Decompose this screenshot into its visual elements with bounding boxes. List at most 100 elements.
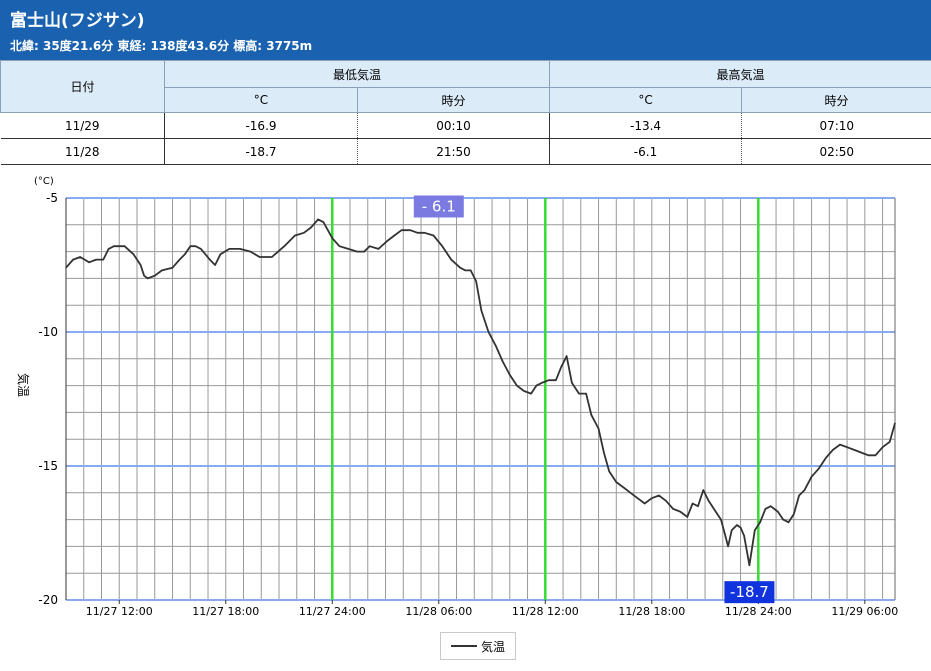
- series-point: [228, 248, 230, 250]
- series-point: [184, 253, 186, 255]
- row-min-value: -16.9: [164, 112, 358, 139]
- temperature-chart: -5 -10 -15 -20 (°C) 気温 11/27 12:00 11/27 18:00 1…: [16, 176, 898, 618]
- series-point: [672, 508, 674, 510]
- series-point: [881, 446, 884, 448]
- x-tick-label: 11/28 24:00: [725, 605, 792, 618]
- x-tick-label: 11/29 06:00: [831, 605, 898, 618]
- series-point: [132, 253, 135, 255]
- series-point: [209, 259, 211, 261]
- series-point: [770, 505, 772, 507]
- legend-label: 気温: [480, 639, 505, 654]
- series-point: [331, 237, 333, 239]
- table-row: 11/28 -18.7 21:50 -6.1 02:50: [0, 138, 931, 165]
- x-tick-label: 11/28 06:00: [405, 605, 472, 618]
- series-point: [723, 532, 726, 534]
- series-point: [585, 393, 587, 395]
- series-point: [874, 454, 877, 456]
- series-point: [686, 516, 688, 518]
- station-header: 富士山(フジサン) 北緯: 35度21.6分 東経: 138度43.6分 標高:…: [0, 0, 931, 60]
- series-point: [317, 218, 319, 221]
- annotation-max-label: - 6.1: [422, 197, 456, 215]
- row-max-time: 02:50: [741, 138, 931, 165]
- series-point: [759, 521, 761, 523]
- series-point: [139, 264, 142, 266]
- series-point: [665, 500, 667, 502]
- header-min-temp: 最低気温: [163, 60, 551, 88]
- series-point: [860, 452, 862, 454]
- x-tick-label: 11/28 12:00: [512, 605, 579, 618]
- station-coordinates: 北緯: 35度21.6分 東経: 138度43.6分 標高: 3775m: [10, 39, 313, 53]
- series-point: [787, 521, 790, 523]
- series-point: [179, 259, 181, 261]
- x-tick-label: 11/28 18:00: [618, 605, 685, 618]
- series-point: [731, 529, 733, 531]
- series-point: [494, 344, 497, 346]
- row-min-value: -18.7: [164, 138, 358, 165]
- series-point: [846, 446, 848, 448]
- annotation-max-box: [413, 195, 464, 218]
- header-max-unit: °C: [549, 87, 743, 113]
- station-title: 富士山(フジサン): [10, 11, 145, 31]
- series-point: [764, 508, 767, 510]
- series-point: [754, 529, 756, 531]
- series-point: [258, 256, 261, 258]
- series-point: [803, 489, 806, 491]
- series-point: [777, 510, 779, 513]
- series-point: [250, 251, 252, 253]
- series-point: [530, 393, 532, 395]
- series-point: [818, 468, 820, 470]
- x-tick-label: 11/27 12:00: [86, 605, 153, 618]
- series-point: [464, 269, 467, 271]
- series-point: [441, 245, 443, 247]
- series-point: [810, 476, 813, 478]
- series-point: [303, 232, 305, 234]
- series-point: [615, 481, 617, 483]
- series-point: [555, 379, 557, 381]
- series-point: [825, 457, 827, 459]
- y-tick-label: -10: [38, 325, 58, 339]
- series-point: [189, 245, 191, 247]
- series-point: [509, 374, 511, 376]
- series-point: [161, 269, 163, 271]
- series-point: [377, 248, 380, 250]
- series-point: [95, 259, 97, 261]
- plot-area: [66, 198, 895, 600]
- x-tick-label: 11/27 18:00: [192, 605, 259, 618]
- series-point: [679, 510, 681, 513]
- series-point: [102, 259, 104, 261]
- series-point: [736, 524, 738, 526]
- series-point: [113, 245, 115, 247]
- series-point: [590, 414, 593, 416]
- row-min-time: 21:50: [356, 138, 550, 165]
- series-point: [386, 240, 388, 242]
- chart-legend[interactable]: 気温: [440, 632, 516, 660]
- series-point: [560, 366, 562, 368]
- series-point: [214, 264, 216, 266]
- series-point: [644, 502, 646, 505]
- series-point: [708, 500, 710, 502]
- series-point: [798, 494, 800, 497]
- series-point: [363, 251, 365, 253]
- series-point: [470, 269, 472, 271]
- table-row: 11/29 -16.9 00:10 -13.4 07:10: [0, 112, 931, 139]
- series-point: [715, 510, 717, 513]
- series-point: [839, 443, 841, 446]
- temperature-summary-table: 日付 最低気温 最高気温 °C 時分 °C 時分 11/29 -16.9 00:…: [0, 60, 931, 165]
- row-date: 11/28: [0, 138, 165, 165]
- y-unit-label: (°C): [34, 176, 54, 187]
- series-point: [423, 232, 426, 234]
- series-point: [793, 513, 795, 515]
- series-point: [322, 221, 324, 223]
- header-min-time: 時分: [356, 87, 551, 113]
- series-point: [697, 505, 699, 507]
- series-point: [475, 280, 477, 282]
- header-max-temp: 最高気温: [549, 60, 931, 88]
- series-point: [487, 331, 490, 333]
- series-point: [832, 449, 834, 451]
- series-point: [516, 385, 518, 387]
- row-max-value: -6.1: [549, 138, 742, 165]
- series-point: [65, 267, 67, 269]
- row-date: 11/29: [0, 112, 165, 139]
- series-point: [608, 470, 610, 472]
- series-point: [400, 229, 403, 231]
